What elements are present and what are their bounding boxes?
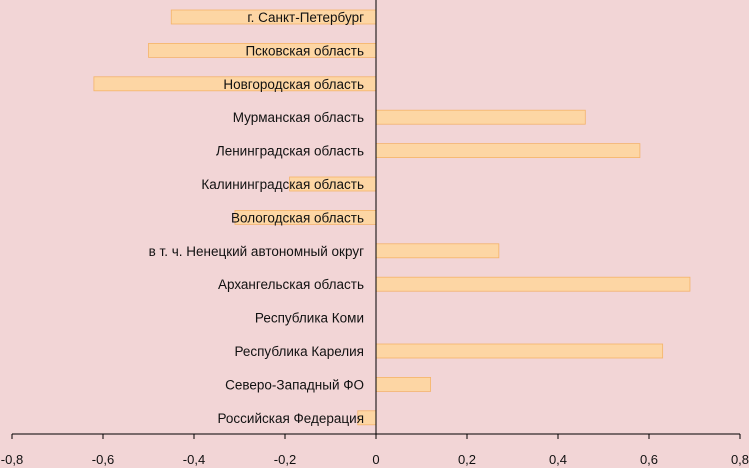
category-label-7: в т. ч. Ненецкий автономный округ xyxy=(149,244,364,259)
category-label-5: Калининградская область xyxy=(201,177,364,192)
bar-11 xyxy=(375,376,431,392)
x-tick-label-7: 0,6 xyxy=(640,452,658,467)
category-label-3: Мурманская область xyxy=(233,110,364,125)
x-tick-label-3: -0,2 xyxy=(274,452,296,467)
category-label-11: Северо-Западный ФО xyxy=(225,377,364,392)
x-tick-label-4: 0 xyxy=(372,452,379,467)
bars-group xyxy=(93,9,691,426)
category-label-4: Ленинградская область xyxy=(216,144,364,159)
bar-7 xyxy=(375,243,500,259)
bar-4 xyxy=(375,143,641,159)
category-label-0: г. Санкт-Петербург xyxy=(247,10,364,25)
x-tick-label-8: 0,8 xyxy=(731,452,749,467)
category-label-8: Архангельская область xyxy=(218,277,364,292)
x-tick-label-1: -0,6 xyxy=(92,452,114,467)
category-label-1: Псковская область xyxy=(245,43,364,58)
bar-8 xyxy=(375,276,691,292)
category-label-6: Вологодская область xyxy=(231,210,364,225)
x-tick-label-6: 0,4 xyxy=(549,452,567,467)
category-label-2: Новгородская область xyxy=(223,77,364,92)
bar-3 xyxy=(375,109,586,125)
x-tick-label-0: -0,8 xyxy=(1,452,23,467)
x-tick-label-2: -0,4 xyxy=(183,452,205,467)
x-tick-label-5: 0,2 xyxy=(458,452,476,467)
category-label-10: Республика Карелия xyxy=(234,344,364,359)
bar-10 xyxy=(375,343,664,359)
category-labels: г. Санкт-Петербург Псковская область Новго… xyxy=(149,10,364,426)
category-label-9: Республика Коми xyxy=(255,311,364,326)
category-label-12: Российская Федерация xyxy=(218,411,364,426)
